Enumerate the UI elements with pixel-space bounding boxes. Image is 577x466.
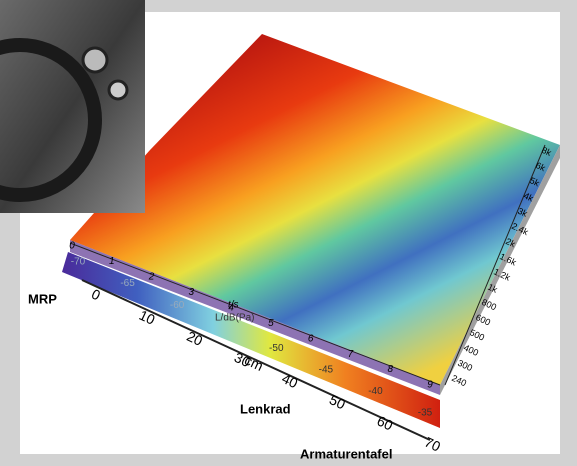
figure: MRP Lenkrad Armaturentafel cm t/s L/dB(P… bbox=[0, 0, 577, 466]
level-tick-label: -70 bbox=[71, 257, 86, 268]
time-tick-label: 1 bbox=[109, 256, 115, 267]
time-tick-label: 0 bbox=[69, 241, 75, 252]
level-tick-label: -50 bbox=[269, 343, 284, 354]
level-label: L/dB(Pa) bbox=[215, 313, 254, 324]
level-tick-label: -60 bbox=[170, 300, 185, 311]
gauge bbox=[83, 48, 107, 72]
time-tick-label: 9 bbox=[427, 380, 433, 391]
level-tick-label: -40 bbox=[368, 386, 383, 397]
time-tick-label: 5 bbox=[268, 318, 274, 329]
mrp-label: MRP bbox=[28, 291, 57, 306]
armaturentafel-label: Armaturentafel bbox=[300, 446, 392, 461]
time-tick-label: 7 bbox=[348, 349, 354, 360]
time-tick-label: 2 bbox=[148, 272, 155, 283]
level-tick-label: -65 bbox=[120, 278, 135, 289]
time-tick-label: 4 bbox=[228, 302, 234, 313]
time-tick-label: 3 bbox=[189, 287, 195, 298]
gauge bbox=[109, 81, 127, 99]
time-tick-label: 8 bbox=[387, 364, 393, 375]
page: MRP Lenkrad Armaturentafel cm t/s L/dB(P… bbox=[0, 0, 577, 466]
level-tick-label: -45 bbox=[319, 364, 334, 375]
lenkrad-label: Lenkrad bbox=[240, 401, 291, 416]
time-tick-label: 6 bbox=[308, 333, 314, 344]
level-tick-label: -35 bbox=[418, 408, 433, 419]
